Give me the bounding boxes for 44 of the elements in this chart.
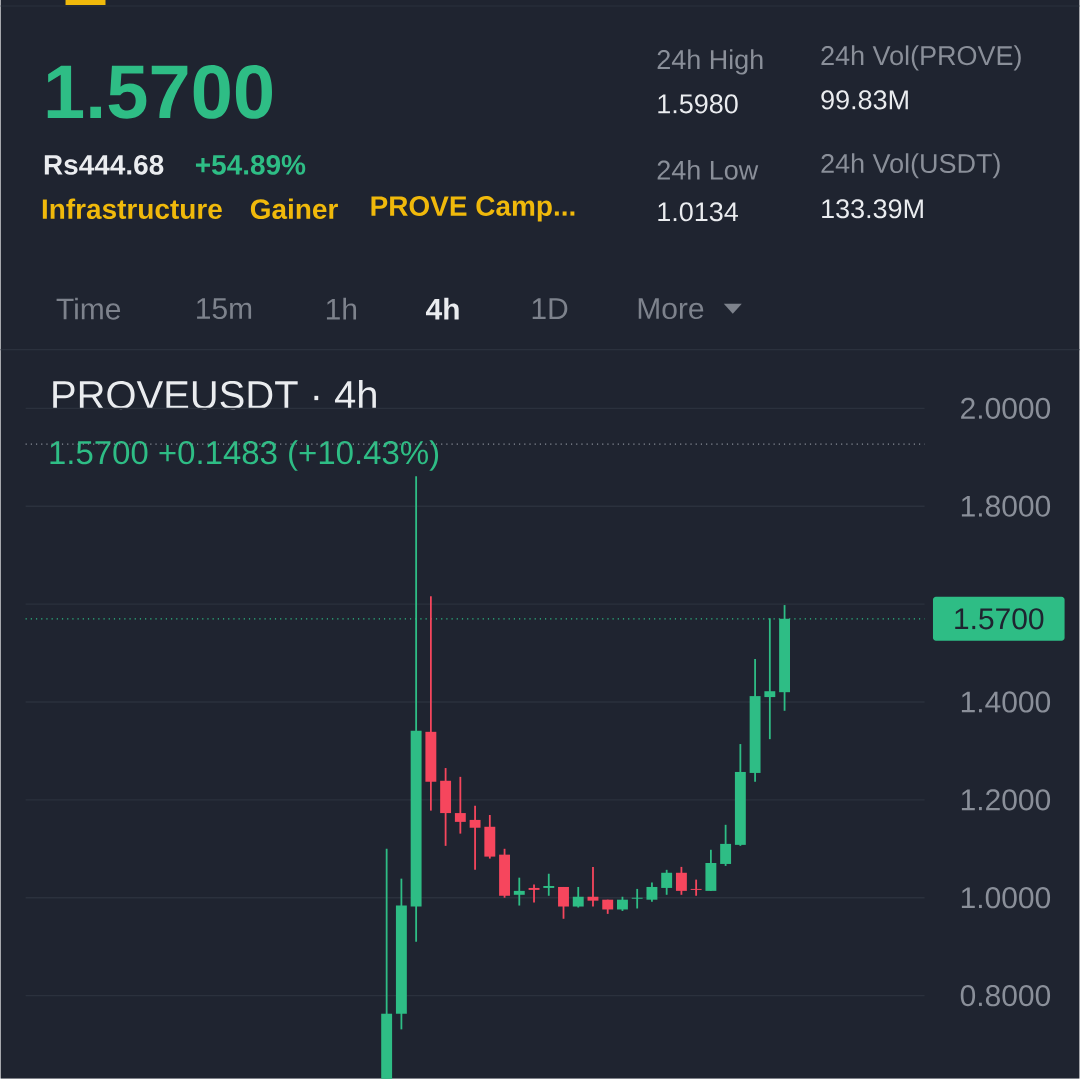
text: +54.89% [195, 155, 306, 175]
text: 1.0134 [658, 202, 738, 222]
ref-line-label: 1.5700 [955, 608, 1044, 630]
text: Gainer [250, 198, 338, 220]
text: 1D [532, 298, 568, 320]
candlestick [543, 873, 555, 897]
text: 133.39M [822, 199, 923, 219]
text: 1.5700 +0.1483 (+10.43%) [50, 440, 439, 472]
text: 1.5980 [658, 94, 738, 114]
y-tick-label: 1.2000 [961, 789, 1051, 811]
candlestick [558, 886, 569, 920]
text: 15m [197, 298, 252, 320]
text: PROVEUSDT · 4h [53, 380, 376, 410]
text: Rs444.68 [44, 155, 164, 175]
candlestick [469, 804, 481, 871]
candlestick [587, 866, 599, 908]
candlestick [690, 878, 702, 897]
text: 99.83M [821, 90, 908, 110]
candlestick [528, 883, 540, 904]
y-tick-label: 1.0000 [961, 887, 1051, 909]
text: 1.5700 [47, 65, 272, 119]
text: Time [56, 297, 121, 320]
text: Infrastructure [42, 198, 222, 220]
text: 24h Vol(PROVE) [821, 45, 1021, 71]
candlestick [454, 776, 466, 835]
candlestick [720, 824, 732, 867]
text: 4h [425, 297, 459, 320]
text: 24h High [657, 49, 763, 75]
candlestick [572, 886, 584, 909]
candlestick [646, 881, 658, 903]
candlestick [661, 869, 673, 896]
y-tick-label: 0.8000 [960, 985, 1051, 1007]
y-tick-label: 1.4000 [961, 691, 1051, 713]
text: 1h [326, 297, 357, 320]
y-tick-label: 1.8000 [961, 495, 1051, 517]
text: PROVE Camp... [371, 196, 575, 222]
candlestick [631, 888, 643, 910]
text: 24h Low [657, 160, 759, 180]
candlestick [675, 866, 687, 896]
text: More [638, 298, 704, 320]
y-tick-label: 2.0000 [961, 397, 1051, 420]
text: 24h Vol(USDT) [821, 153, 1000, 179]
candlestick [513, 876, 525, 907]
candlestick [764, 617, 776, 741]
